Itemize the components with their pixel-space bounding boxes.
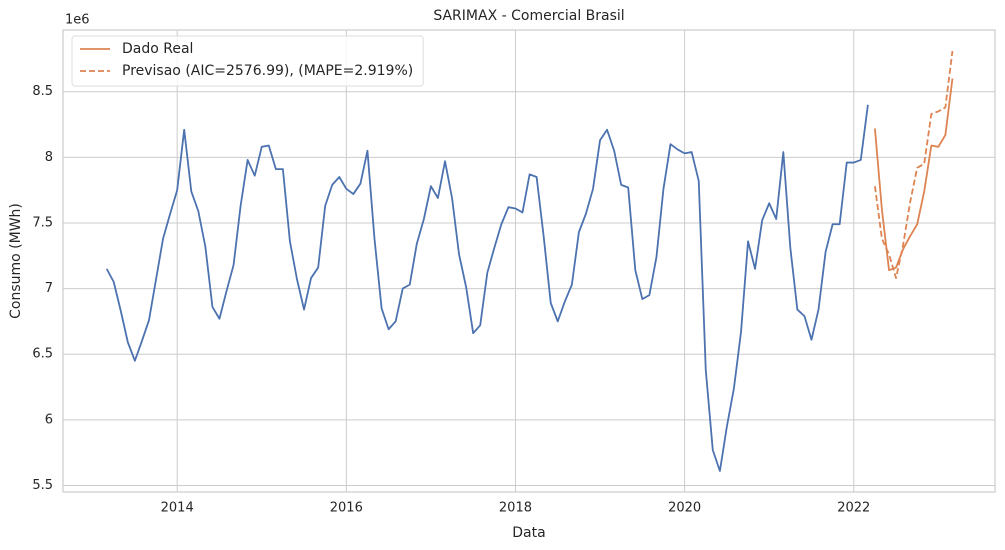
- y-tick-label: 7.5: [32, 215, 53, 230]
- x-tick-label: 2020: [668, 501, 701, 516]
- y-tick-label: 5.5: [32, 478, 53, 493]
- legend-label: Previsao (AIC=2576.99), (MAPE=2.919%): [122, 63, 413, 79]
- plot-frame: [62, 29, 996, 493]
- chart-title: SARIMAX - Comercial Brasil: [433, 8, 624, 24]
- y-offset-label: 1e6: [65, 13, 90, 28]
- y-tick-label: 6.5: [32, 347, 53, 362]
- x-tick-label: 2018: [499, 501, 532, 516]
- legend: Dado Real Previsao (AIC=2576.99), (MAPE=2…: [71, 35, 424, 87]
- legend-box: [71, 35, 424, 87]
- x-tick-label: 2016: [330, 501, 363, 516]
- data-line: [874, 50, 954, 279]
- x-axis-label: Data: [512, 525, 545, 541]
- legend-label: Dado Real: [122, 41, 193, 57]
- x-tick-label: 2014: [161, 501, 194, 516]
- y-tick-label: 8: [45, 150, 53, 165]
- data-line: [105, 104, 869, 472]
- y-tick-label: 7: [45, 281, 53, 296]
- data-line: [874, 78, 954, 272]
- y-tick-label: 8.5: [32, 84, 53, 99]
- y-tick-label: 6: [45, 412, 53, 427]
- x-tick-label: 2022: [837, 501, 870, 516]
- y-axis-label: Consumo (MWh): [8, 203, 24, 319]
